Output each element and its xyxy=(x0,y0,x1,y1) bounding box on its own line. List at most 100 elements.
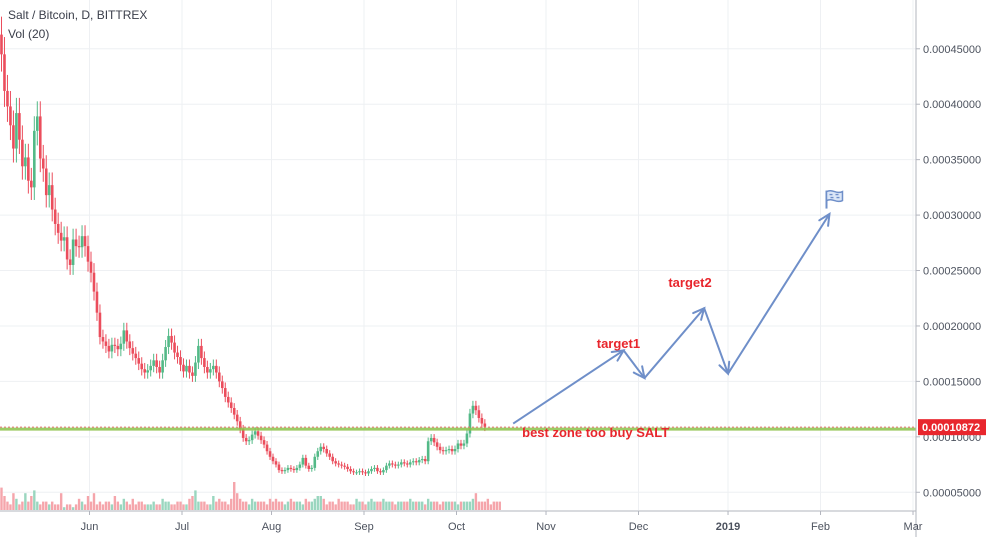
candle-body xyxy=(125,330,129,342)
volume-bar xyxy=(143,504,146,510)
volume-bar xyxy=(423,504,427,510)
annotation-label: target2 xyxy=(668,275,711,290)
volume-bar xyxy=(227,504,230,510)
candle-body xyxy=(3,54,6,91)
candle-body xyxy=(456,443,460,450)
candle-body xyxy=(21,139,24,167)
candle-body xyxy=(432,437,436,443)
candle-body xyxy=(188,365,191,373)
volume-bar xyxy=(241,501,245,510)
candle-body xyxy=(35,116,39,131)
volume-bar xyxy=(474,493,478,510)
volume-bar xyxy=(95,504,99,510)
volume-bar xyxy=(89,501,93,510)
volume-bar xyxy=(340,501,343,510)
candle-body xyxy=(116,345,120,350)
volume-bar xyxy=(259,501,263,510)
volume-bar xyxy=(137,501,140,510)
candle-body xyxy=(167,335,170,348)
candle-body xyxy=(56,223,60,233)
volume-bar xyxy=(77,498,81,510)
candle-body xyxy=(259,435,263,441)
candle-body xyxy=(328,453,332,457)
price-axis-label: 0.00040000 xyxy=(923,99,981,111)
candle-body xyxy=(405,463,409,465)
price-axis-label: 0.00035000 xyxy=(923,155,981,167)
volume-bar xyxy=(161,498,164,510)
volume-bar xyxy=(349,504,352,510)
candle-body xyxy=(212,365,215,370)
candle-body xyxy=(71,239,75,265)
volume-bar xyxy=(301,504,305,510)
volume-bar xyxy=(33,490,36,510)
chart-legend: Salt / Bitcoin, D, BITTREX Vol (20) xyxy=(8,6,147,44)
candle-body xyxy=(44,168,48,196)
candle-body xyxy=(373,467,376,469)
volume-bar xyxy=(325,504,328,510)
candle-body xyxy=(423,459,427,462)
volume-bar xyxy=(477,501,481,510)
candle-body xyxy=(95,291,99,313)
volume-bar xyxy=(170,504,173,510)
volume-bar xyxy=(262,501,266,510)
candle-body xyxy=(304,457,308,466)
candle-body xyxy=(301,457,305,465)
candle-body xyxy=(119,343,123,350)
volume-bar xyxy=(447,501,451,510)
volume-bar xyxy=(253,501,257,510)
volume-bar xyxy=(30,496,33,510)
candle-body xyxy=(33,130,36,188)
volume-bar xyxy=(116,501,120,510)
time-axis-label: Feb xyxy=(811,521,830,533)
time-axis-label: Oct xyxy=(448,521,465,533)
volume-bar xyxy=(200,501,203,510)
volume-bar xyxy=(385,501,388,510)
candle-body xyxy=(480,417,484,424)
price-axis-label: 0.00005000 xyxy=(923,487,981,499)
candle-body xyxy=(152,360,155,366)
candle-body xyxy=(137,358,141,364)
volume-bar xyxy=(486,498,490,510)
symbol-title: Salt / Bitcoin, D, BITTREX xyxy=(8,8,148,22)
volume-bar xyxy=(110,504,114,510)
volume-bar xyxy=(9,504,12,510)
volume-bar xyxy=(104,501,108,510)
annotation-label: best zone too buy SALT xyxy=(522,425,669,440)
volume-bar xyxy=(146,504,149,510)
candle-body xyxy=(441,450,445,452)
volume-bar xyxy=(295,501,299,510)
volume-bar xyxy=(471,498,475,510)
candle-body xyxy=(429,437,433,442)
price-axis-label: 0.00045000 xyxy=(923,44,981,56)
horizontal-levels xyxy=(0,426,916,431)
candle-body xyxy=(370,468,373,472)
volume-bar xyxy=(370,498,373,510)
volume-bar xyxy=(176,501,179,510)
volume-bar xyxy=(152,501,155,510)
volume-bar xyxy=(218,498,221,510)
time-axis-label: 2019 xyxy=(716,521,740,533)
candle-body xyxy=(325,449,329,454)
volume-bar xyxy=(388,501,391,510)
candle-body xyxy=(0,34,3,55)
volume-bar xyxy=(268,498,272,510)
volume-bar xyxy=(45,501,48,510)
volume-bar xyxy=(352,504,355,510)
candle-body xyxy=(388,463,391,466)
candle-body xyxy=(343,465,346,467)
candle-body xyxy=(471,405,475,414)
volume-bar xyxy=(391,501,394,510)
volume-bar xyxy=(206,504,209,510)
candle-body xyxy=(86,246,90,262)
volume-bar xyxy=(483,501,487,510)
candle-body xyxy=(6,90,9,107)
volume-bar xyxy=(209,504,212,510)
candle-body xyxy=(435,442,439,447)
candle-body xyxy=(83,236,87,247)
candle-body xyxy=(361,471,364,473)
candle-body xyxy=(364,472,367,474)
candle-body xyxy=(268,451,272,457)
volume-bar xyxy=(0,487,3,510)
candle-body xyxy=(382,470,385,473)
